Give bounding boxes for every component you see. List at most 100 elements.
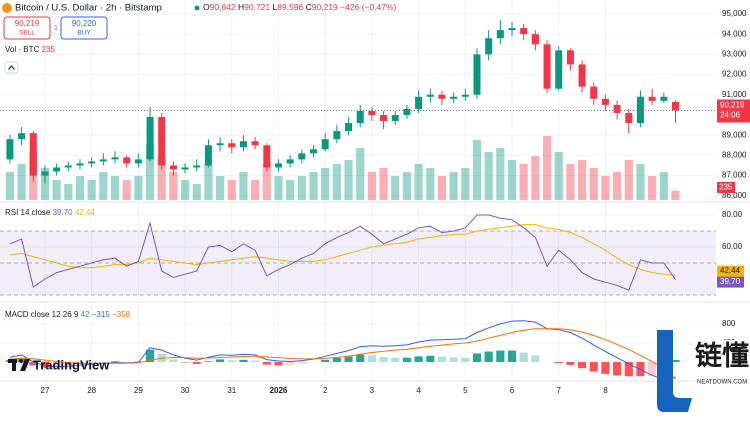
value-tag [717, 265, 744, 277]
candle-body [403, 108, 411, 115]
x-tick-label: 28 [87, 386, 96, 395]
rsi-line [9, 224, 676, 276]
volume-tag [717, 182, 735, 193]
macd-histogram-bar [472, 353, 482, 362]
macd-histogram-bar [671, 360, 680, 362]
volume-bar [367, 172, 376, 200]
quantity: 1 [54, 25, 58, 32]
macd-histogram-bar [29, 361, 38, 366]
x-tick-label: 6 [510, 386, 515, 395]
logo-shape [19, 359, 23, 363]
volume-bar [577, 160, 587, 200]
macd-histogram-bar [624, 361, 633, 377]
volume-bar [75, 176, 85, 200]
volume-bar [507, 160, 517, 200]
x-tick-label: 8 [603, 386, 608, 395]
logo-text: TradingView [33, 357, 110, 372]
macd-line [9, 320, 676, 381]
sell-price: 90,219 [15, 19, 40, 28]
volume-bar [449, 172, 458, 200]
x-tick-label: 27 [41, 386, 50, 395]
candle-body [531, 34, 539, 45]
watermark-logo [657, 330, 692, 412]
candle-body [543, 44, 551, 89]
macd-histogram-bar [426, 355, 435, 362]
x-tick-label: 3 [370, 386, 375, 395]
macd-histogram-bar [216, 359, 225, 362]
ohlc-legend: O90,642 H90,721 L89,596 C90,219 −426 (−0… [203, 2, 397, 12]
volume-bar [671, 190, 680, 200]
macd-histogram-bar [286, 361, 295, 366]
volume-bar [134, 176, 143, 200]
candle-body [88, 161, 96, 164]
candle-body [251, 141, 259, 146]
volume-bar [554, 152, 563, 200]
macd-histogram-bar [64, 361, 73, 366]
macd-histogram-bar [367, 355, 376, 362]
logo-shape [12, 359, 16, 371]
macd-histogram-bar [519, 352, 528, 362]
candle-body [508, 28, 516, 31]
value-tag-label: 39.70 [720, 277, 741, 286]
candle-body [298, 153, 306, 160]
volume-bar [192, 184, 201, 200]
y-tick-label: 86,000 [722, 191, 747, 200]
volume-bar [636, 164, 645, 200]
candle-body [473, 54, 481, 95]
candle-body [450, 96, 458, 99]
y-tick-label: 800 [722, 319, 736, 328]
volume-bar [17, 164, 26, 200]
volume-bar [52, 180, 61, 200]
last-price-tag [717, 99, 750, 123]
candle-body [660, 96, 668, 101]
sell-label: SELL [19, 30, 35, 37]
candle-body [169, 165, 177, 170]
volume-bar [274, 176, 283, 200]
candle-body [181, 167, 189, 170]
macd-histogram-bar [648, 361, 657, 376]
volume-bar [64, 184, 73, 200]
candle-body [158, 116, 166, 166]
volume-bar [601, 176, 610, 200]
x-tick-label: 4 [416, 386, 421, 395]
candle-body [64, 165, 72, 168]
candle-body [134, 159, 142, 164]
volume-bar [531, 156, 540, 200]
candle-body [310, 149, 318, 154]
candle-body [99, 159, 107, 162]
volume-bar [180, 180, 190, 200]
volume-bar [519, 164, 528, 200]
macd-histogram-bar [402, 357, 412, 362]
volume-bar [87, 180, 96, 200]
watermark-url: NEATDOWN.COM [697, 380, 747, 386]
candle-body [76, 163, 84, 166]
volume-bar [262, 164, 271, 200]
candle-body [415, 96, 423, 109]
sell-button[interactable] [3, 16, 51, 40]
volume-bar [402, 172, 412, 200]
y-tick-label: 92,000 [722, 70, 747, 79]
buy-button[interactable] [60, 16, 108, 40]
volume-bar [484, 152, 493, 200]
macd-histogram-bar [613, 361, 622, 376]
candle-body [648, 96, 656, 101]
symbol-title: Bitcoin / U.S. Dollar · 2h · Bitstamp [15, 3, 162, 14]
candle-body [41, 171, 49, 176]
x-tick-label: 2026 [270, 386, 288, 395]
market-status [194, 5, 200, 11]
x-tick-label: 29 [134, 386, 143, 395]
candle-body [368, 110, 376, 115]
macd-histogram-bar [145, 349, 155, 362]
rsi-line [9, 214, 676, 291]
collapse-button[interactable] [4, 61, 19, 74]
y-tick-label: 93,000 [722, 49, 747, 58]
volume-bar [169, 172, 178, 200]
last-price: 90,219 [720, 101, 745, 110]
volume-bar [321, 168, 330, 200]
candle-body [356, 110, 364, 124]
volume-bar [157, 156, 166, 200]
macd-histogram-bar [379, 357, 388, 362]
watermark: 链懂 NEATDOWN.COM [657, 330, 750, 412]
candle-body [111, 157, 119, 160]
